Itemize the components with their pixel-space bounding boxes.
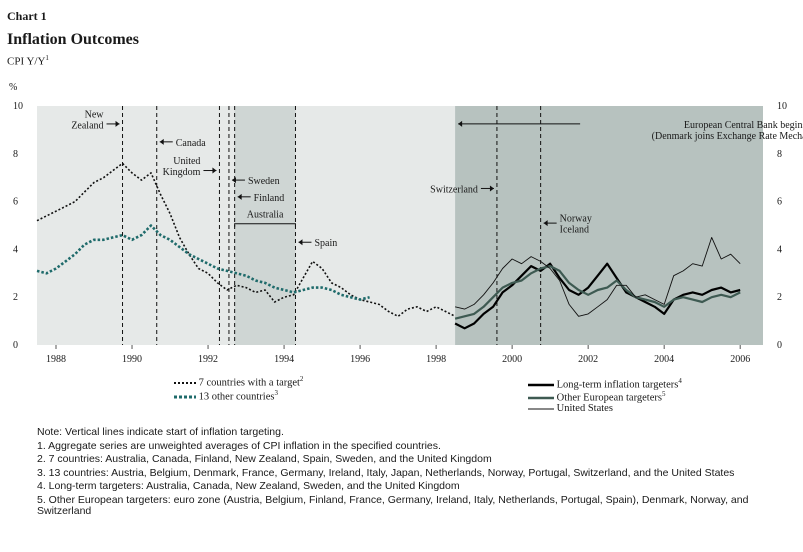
series-line-2 bbox=[454, 262, 741, 330]
annotation-sweden: Sweden bbox=[248, 176, 280, 187]
x-tick-label: 1990 bbox=[122, 354, 142, 365]
legend: 7 countries with a target2 13 other coun… bbox=[174, 375, 682, 414]
legend-footnote: 5 bbox=[661, 390, 666, 398]
arrow-annotation-spain-head bbox=[298, 239, 303, 246]
chart-subtitle: CPI Y/Y1 bbox=[7, 54, 49, 68]
legend-footnote: 2 bbox=[299, 375, 304, 383]
x-tick-label: 1994 bbox=[274, 354, 294, 365]
annotation-european-central-bank-begins-d: (Denmark joins Exchange Rate Mechanism I… bbox=[652, 131, 803, 142]
legend-item-7-countries: 7 countries with a target2 bbox=[174, 375, 303, 389]
chart-title: Inflation Outcomes bbox=[7, 31, 139, 48]
legend-label: 13 other countries bbox=[198, 391, 275, 403]
series-line-3 bbox=[454, 265, 741, 320]
footnote-3: 3. 13 countries: Austria, Belgium, Denma… bbox=[37, 466, 735, 479]
footnote-5: 5. Other European targeters: euro zone (… bbox=[37, 493, 749, 517]
series-line-4 bbox=[454, 236, 741, 317]
legend-label: Long-term inflation targeters bbox=[556, 379, 679, 391]
annotation-united-kingdom: United bbox=[173, 156, 200, 167]
y-tick-label-left: 6 bbox=[13, 197, 18, 208]
inflation-chart: 0 0 2 2 4 4 6 6 8 8 10 10% 1988 1990 1992 1994 1996 1998 2… bbox=[9, 82, 803, 365]
x-tick-label: 2006 bbox=[730, 354, 750, 365]
x-tick-label: 1996 bbox=[350, 354, 370, 365]
y-tick-label-left: 2 bbox=[13, 292, 18, 303]
legend-swatch-dotted-teal bbox=[174, 395, 196, 399]
arrow-annotation-norway-iceland-head bbox=[543, 220, 548, 227]
arrow-annotation-canada-head bbox=[159, 138, 164, 145]
y-tick-label-left: 4 bbox=[13, 244, 18, 255]
legend-label: United States bbox=[556, 403, 613, 414]
chart-label: Chart 1 bbox=[7, 9, 47, 23]
arrow-annotation-sweden-head bbox=[231, 177, 236, 184]
legend-item-european: Other European targeters5 bbox=[528, 390, 665, 404]
legend-item-us: United States bbox=[528, 403, 613, 414]
legend-swatch-thin-black bbox=[528, 408, 554, 410]
y-tick-label-right: 6 bbox=[777, 197, 782, 208]
legend-item-long-term: Long-term inflation targeters4 bbox=[528, 377, 682, 391]
legend-label: Other European targeters bbox=[556, 392, 662, 404]
annotation-switzerland: Switzerland bbox=[430, 184, 478, 195]
annotation-norway-iceland: Iceland bbox=[560, 225, 589, 236]
shaded-region bbox=[455, 106, 763, 345]
y-tick-label-right: 0 bbox=[777, 340, 782, 351]
shaded-region bbox=[234, 106, 296, 345]
subtitle-text: CPI Y/Y bbox=[7, 55, 46, 68]
annotation-australia: Australia bbox=[247, 210, 284, 221]
x-tick-label: 1998 bbox=[426, 354, 446, 365]
y-tick-label-left: 8 bbox=[13, 149, 18, 160]
note-vertical-lines: Note: Vertical lines indicate start of i… bbox=[37, 426, 284, 438]
annotation-new-zealand: Zealand bbox=[71, 120, 103, 131]
y-tick-label-right: 10 bbox=[777, 101, 787, 112]
legend-footnote: 3 bbox=[274, 389, 278, 397]
annotation-canada: Canada bbox=[176, 138, 207, 149]
y-unit-label: % bbox=[9, 82, 17, 93]
footnote-4: 4. Long-term targeters: Australia, Canad… bbox=[37, 480, 460, 492]
y-tick-label-left: 0 bbox=[13, 340, 18, 351]
legend-footnote: 4 bbox=[678, 377, 682, 385]
y-tick-label-right: 4 bbox=[777, 244, 782, 255]
bracket-australia bbox=[234, 223, 296, 227]
arrow-annotation-finland-head bbox=[237, 193, 242, 200]
footnote-2: 2. 7 countries: Australia, Canada, Finla… bbox=[37, 453, 492, 465]
footnotes: Note: Vertical lines indicate start of i… bbox=[37, 426, 777, 520]
arrow-annotation-new-zealand-head bbox=[115, 120, 120, 127]
x-tick-label: 2000 bbox=[502, 354, 522, 365]
x-tick-label: 1988 bbox=[46, 354, 66, 365]
x-tick-label: 1992 bbox=[198, 354, 218, 365]
annotation-finland: Finland bbox=[254, 193, 285, 204]
arrow-annotation-european-central-bank-begins-d-head bbox=[458, 120, 463, 127]
y-tick-label-right: 8 bbox=[777, 149, 782, 160]
legend-label: 7 countries with a target bbox=[198, 377, 300, 389]
legend-swatch-thick-black bbox=[528, 383, 554, 387]
x-tick-label: 2004 bbox=[654, 354, 674, 365]
arrow-annotation-united-kingdom-head bbox=[212, 167, 217, 174]
y-tick-label-left: 10 bbox=[13, 101, 23, 112]
y-tick-label-right: 2 bbox=[777, 292, 782, 303]
legend-swatch-thick-green bbox=[528, 396, 554, 400]
annotation-spain: Spain bbox=[314, 238, 337, 249]
legend-swatch-dotted-black bbox=[174, 382, 196, 385]
footnote-1: 1. Aggregate series are unweighted avera… bbox=[37, 439, 441, 452]
series-line-0 bbox=[36, 162, 456, 318]
annotation-norway-iceland: Norway bbox=[560, 214, 592, 225]
annotation-united-kingdom: Kingdom bbox=[163, 167, 201, 178]
arrow-annotation-switzerland-head bbox=[489, 185, 494, 192]
annotation-new-zealand: New bbox=[85, 109, 105, 120]
legend-item-13-countries: 13 other countries3 bbox=[174, 389, 278, 403]
annotation-european-central-bank-begins-d: European Central Bank begins bbox=[684, 120, 803, 131]
subtitle-footnote: 1 bbox=[45, 54, 49, 62]
x-tick-label: 2002 bbox=[578, 354, 598, 365]
